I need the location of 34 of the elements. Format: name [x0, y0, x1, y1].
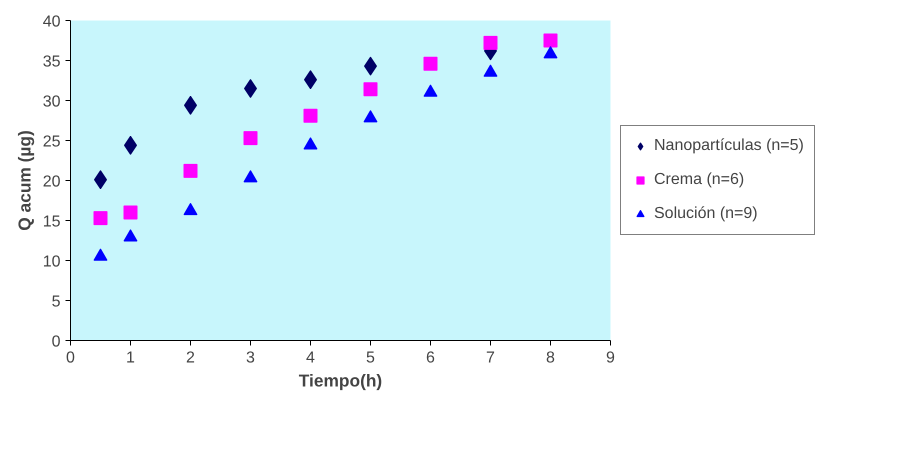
y-tick-label: 10: [42, 254, 61, 270]
y-tick-label: 20: [42, 174, 61, 190]
point: [304, 108, 318, 123]
x-tick-label: 2: [186, 350, 196, 366]
point: [244, 131, 258, 146]
x-tick-label: 6: [426, 350, 436, 366]
point: [364, 82, 378, 96]
x-tick-label: 5: [366, 350, 376, 366]
y-tick-label: 40: [42, 14, 61, 30]
y-tick-label: 25: [42, 134, 61, 150]
y-tick-label: 35: [42, 54, 61, 70]
x-tick-label: 8: [546, 350, 556, 366]
y-tick-label: 0: [52, 334, 61, 350]
point: [184, 164, 198, 178]
legend-label: Solución (n=9): [654, 205, 758, 223]
point: [124, 229, 138, 242]
y-tick-label: 15: [42, 214, 61, 230]
x-tick-label: 3: [246, 350, 256, 366]
x-axis-title: Tiempo(h): [298, 370, 382, 390]
x-tick-label: 0: [66, 350, 76, 366]
point: [124, 206, 138, 220]
x-tick-label: 4: [306, 350, 316, 366]
point: [484, 36, 498, 50]
legend-label: Nanopartículas (n=5): [654, 137, 804, 155]
y-axis-title: Q acum (µg): [14, 130, 35, 231]
point: [544, 34, 558, 48]
y-tick-label: 5: [52, 294, 61, 310]
y-tick-label: 30: [42, 94, 61, 110]
point: [94, 211, 108, 226]
x-tick-label: 1: [126, 350, 136, 366]
x-tick-label: 9: [606, 350, 616, 366]
legend-label: Crema (n=6): [654, 171, 744, 189]
x-tick-label: 7: [486, 350, 496, 366]
point: [424, 56, 438, 71]
